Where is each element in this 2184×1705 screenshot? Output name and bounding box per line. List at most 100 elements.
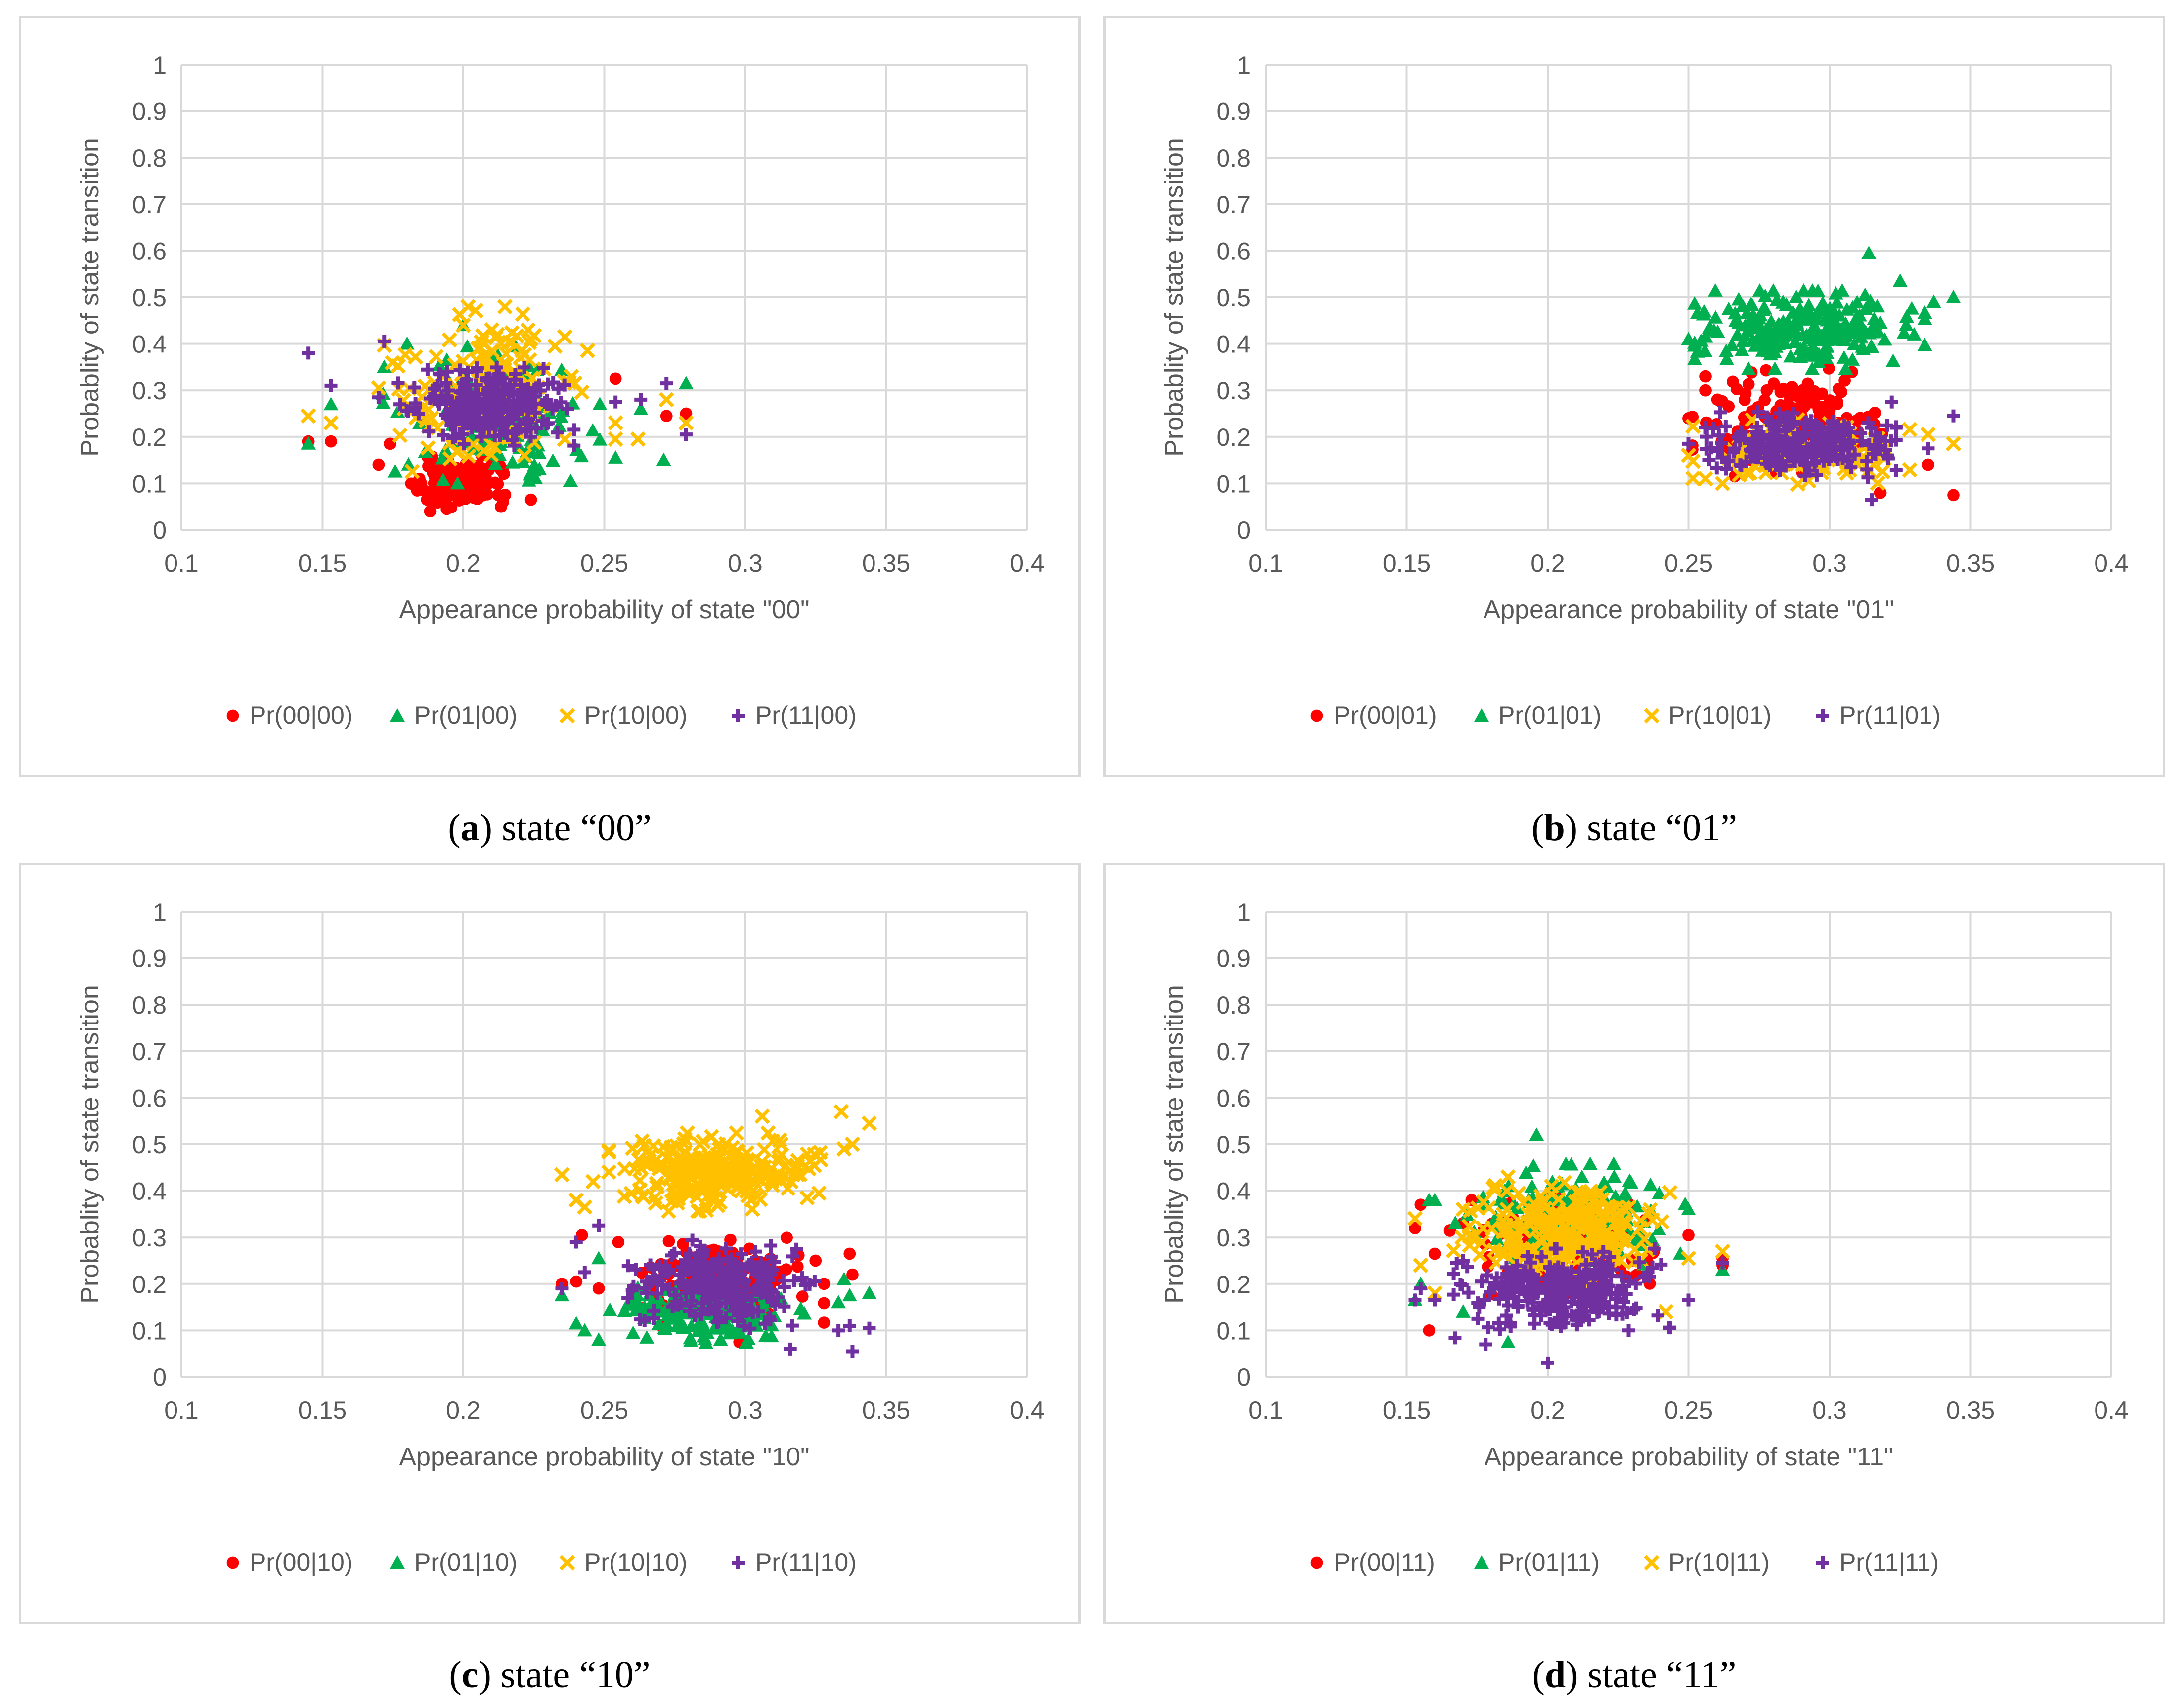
data-point — [1662, 1185, 1678, 1200]
data-point — [647, 1304, 661, 1317]
x-tick-label: 0.3 — [1812, 1396, 1847, 1424]
data-point — [1578, 1268, 1591, 1281]
data-point — [1846, 337, 1862, 350]
x-axis-title: Appearance probability of state "00" — [399, 596, 809, 624]
data-point — [509, 328, 524, 344]
data-point — [1822, 301, 1837, 315]
legend-marker — [1816, 709, 1829, 722]
data-point — [1788, 289, 1804, 303]
data-point — [1902, 462, 1918, 478]
x-tick-label: 0.35 — [1946, 1396, 1995, 1424]
legend-label: Pr(00|00) — [250, 701, 353, 729]
data-point — [1899, 317, 1914, 331]
x-tick-label: 0.1 — [164, 1396, 199, 1424]
data-point — [1805, 345, 1820, 359]
data-point — [1492, 1316, 1505, 1330]
data-point — [1507, 1291, 1521, 1305]
data-point — [400, 404, 413, 417]
data-point — [713, 1292, 726, 1305]
data-point — [1752, 283, 1767, 297]
data-point — [733, 1154, 749, 1170]
data-point — [632, 1182, 648, 1197]
data-point — [1920, 426, 1936, 442]
data-point — [636, 1138, 652, 1154]
data-point — [664, 1194, 680, 1209]
legend-marker — [1474, 708, 1489, 722]
data-point — [1715, 1243, 1731, 1259]
data-point — [1791, 426, 1805, 440]
data-point — [731, 1167, 747, 1183]
data-point — [1537, 1297, 1550, 1311]
data-point — [719, 1242, 733, 1255]
data-point — [608, 450, 623, 464]
data-point — [786, 1250, 799, 1263]
data-point — [412, 407, 425, 421]
data-point — [649, 1175, 665, 1191]
data-point — [1738, 318, 1753, 332]
data-point — [434, 368, 447, 381]
data-point — [1548, 1283, 1561, 1297]
data-point — [497, 496, 509, 509]
y-tick-label: 1 — [1237, 898, 1251, 926]
data-point — [422, 425, 436, 438]
data-point — [1881, 452, 1895, 465]
data-point — [843, 1247, 856, 1260]
data-point — [1685, 470, 1701, 486]
x-tick-label: 0.3 — [728, 549, 763, 577]
data-point — [1687, 351, 1702, 365]
data-point — [1455, 1201, 1471, 1217]
data-point — [765, 1169, 781, 1185]
data-point — [707, 1320, 722, 1334]
y-tick-label: 0.1 — [1216, 1317, 1251, 1345]
data-point — [1861, 246, 1877, 259]
data-point — [1646, 1261, 1659, 1275]
data-point — [1617, 1186, 1633, 1200]
gridlines — [1265, 911, 2112, 1378]
series-Pr(10|10) — [554, 1104, 877, 1219]
legend-label: Pr(00|11) — [1334, 1548, 1435, 1576]
data-point — [393, 398, 407, 411]
data-point — [404, 464, 420, 480]
data-point — [1427, 1193, 1443, 1206]
x-tick-label: 0.3 — [728, 1396, 763, 1424]
data-point — [409, 401, 422, 414]
data-point — [608, 415, 623, 431]
data-point — [1804, 361, 1820, 375]
data-point — [640, 1157, 656, 1173]
data-point — [863, 1321, 876, 1335]
data-point — [1885, 395, 1898, 409]
data-point — [784, 1342, 797, 1356]
legend: Pr(00|00) Pr(01|00) Pr(10|00) Pr(11|00) — [226, 701, 857, 729]
data-point — [401, 457, 416, 471]
data-point — [470, 361, 484, 375]
data-point — [1682, 1229, 1695, 1241]
data-point — [325, 435, 337, 448]
data-point — [1514, 1280, 1527, 1294]
data-point — [1623, 1175, 1639, 1189]
data-point — [1542, 1212, 1558, 1228]
data-point — [646, 1263, 660, 1276]
data-point — [686, 1233, 699, 1247]
data-point — [1734, 342, 1749, 356]
data-point — [752, 1305, 765, 1318]
data-point — [1842, 326, 1858, 340]
data-point — [771, 1149, 786, 1165]
data-point — [1867, 447, 1880, 460]
plot-area — [300, 299, 694, 517]
data-point — [574, 449, 589, 463]
data-point — [376, 395, 391, 409]
data-point — [1719, 351, 1735, 365]
data-point — [1735, 425, 1748, 438]
data-point — [658, 392, 674, 408]
data-point — [1640, 1242, 1656, 1258]
data-point — [1797, 450, 1811, 463]
legend-marker — [1310, 709, 1323, 722]
data-point — [655, 1270, 669, 1283]
data-point — [1715, 451, 1729, 464]
data-point — [1726, 375, 1739, 388]
data-point — [480, 373, 493, 387]
legend-marker — [732, 709, 745, 722]
data-point — [1557, 1316, 1571, 1330]
data-point — [1637, 1270, 1651, 1283]
data-point — [1529, 1127, 1544, 1141]
